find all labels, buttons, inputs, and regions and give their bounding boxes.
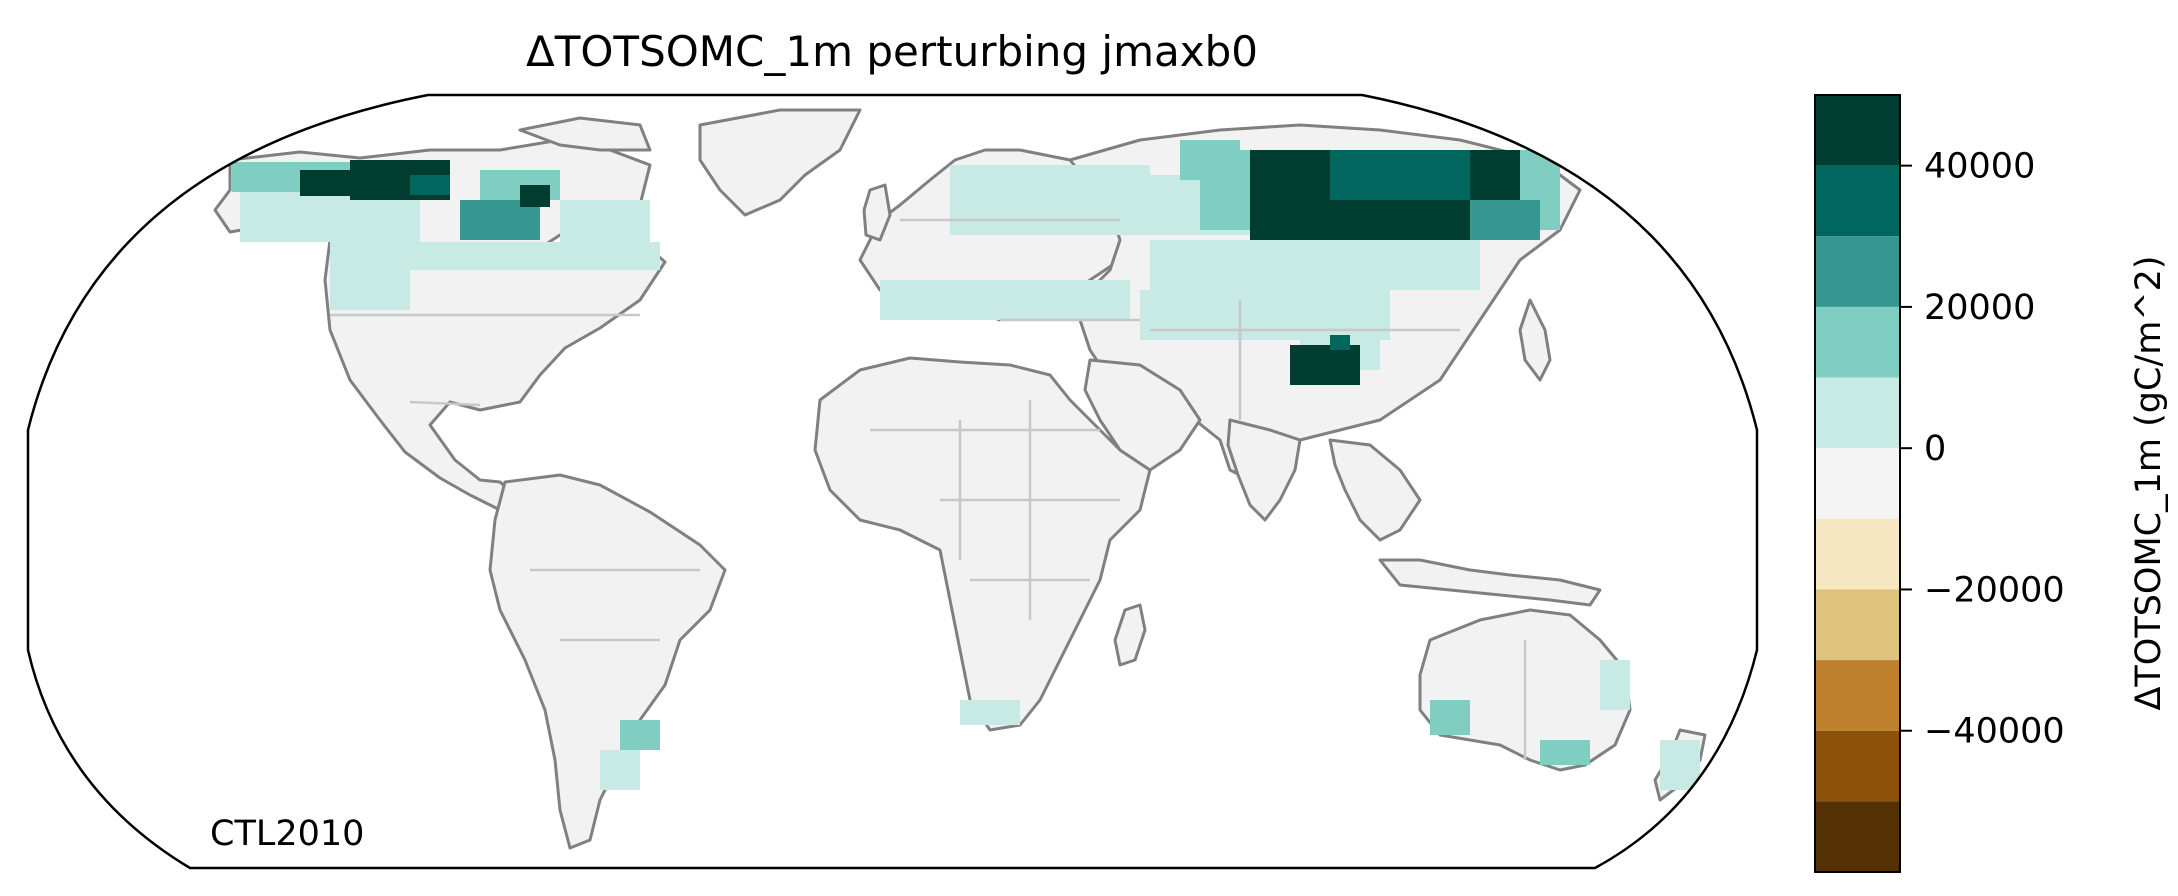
country-borders — [330, 218, 1527, 760]
increase-cell — [620, 720, 660, 750]
globe-outline — [26, 93, 1759, 870]
southeast-asia-land — [1328, 438, 1422, 542]
increase-cell — [410, 175, 450, 195]
colorbar-bin — [1815, 660, 1900, 731]
increase-cell — [1430, 700, 1470, 735]
colorbar-label: ΔTOTSOMC_1m (gC/m^2) — [2129, 255, 2169, 710]
increase-cell — [1330, 335, 1350, 350]
uk-land — [862, 183, 892, 242]
increase-cells-north-america — [232, 160, 660, 310]
colorbar-bin — [1815, 448, 1900, 519]
colorbar-bins — [1815, 95, 1900, 872]
increase-cell — [1150, 240, 1480, 290]
increase-cell — [1540, 740, 1590, 765]
map-title: ΔTOTSOMC_1m perturbing jmaxb0 — [526, 27, 1258, 76]
madagascar-land — [1113, 603, 1147, 667]
colorbar-bin — [1815, 377, 1900, 449]
colorbar-bin — [1815, 589, 1900, 661]
increase-cell — [1290, 345, 1360, 385]
colorbar-bin — [1815, 236, 1900, 307]
africa-land — [813, 356, 1152, 732]
increase-cell — [1330, 150, 1470, 200]
colorbar: 40000 20000 0 −20000 −40000 ΔTOTSOMC_1m (gC/… — [1814, 94, 2169, 873]
colorbar-frame — [1814, 94, 1901, 873]
colorbar-tick-label: 0 — [1924, 429, 1946, 469]
increase-cell — [880, 280, 1130, 320]
india-land — [1226, 418, 1302, 522]
colorbar-tick-label: −40000 — [1924, 712, 2065, 752]
arabia-land — [1083, 358, 1202, 472]
colorbar-bin — [1815, 95, 1900, 166]
increase-cell — [1660, 740, 1700, 790]
colorbar-tick-label: 40000 — [1924, 147, 2035, 187]
run-label: CTL2010 — [210, 814, 364, 854]
colorbar-bin — [1815, 518, 1900, 590]
increase-cell — [1600, 660, 1630, 710]
map-panel: CTL2010 — [26, 93, 1759, 870]
increase-cells-eurasia — [880, 140, 1560, 385]
increase-cell — [330, 270, 410, 310]
increase-cell — [960, 700, 1020, 725]
increase-cell — [1470, 200, 1540, 240]
colorbar-tick-label: 20000 — [1924, 288, 2035, 328]
increase-cell — [240, 192, 420, 242]
colorbar-bin — [1815, 306, 1900, 378]
colorbar-bin — [1815, 165, 1900, 237]
border-line — [409, 400, 481, 407]
increase-cell — [560, 200, 650, 250]
increase-cell — [600, 750, 640, 790]
increase-cell — [330, 242, 660, 270]
indonesia-land — [1378, 558, 1602, 607]
colorbar-bin — [1815, 801, 1900, 872]
japan-land — [1518, 298, 1552, 382]
colorbar-bin — [1815, 730, 1900, 802]
arctic-islands-land — [518, 116, 652, 152]
colorbar-tick-label: −20000 — [1924, 570, 2065, 610]
increase-cell — [1140, 290, 1390, 340]
increase-cells-southern — [600, 660, 1700, 790]
greenland-land — [698, 108, 862, 217]
colorbar-ticks: 40000 20000 0 −20000 −40000 — [1900, 147, 2065, 752]
increase-cell — [520, 185, 550, 207]
south-america-land — [488, 473, 727, 850]
